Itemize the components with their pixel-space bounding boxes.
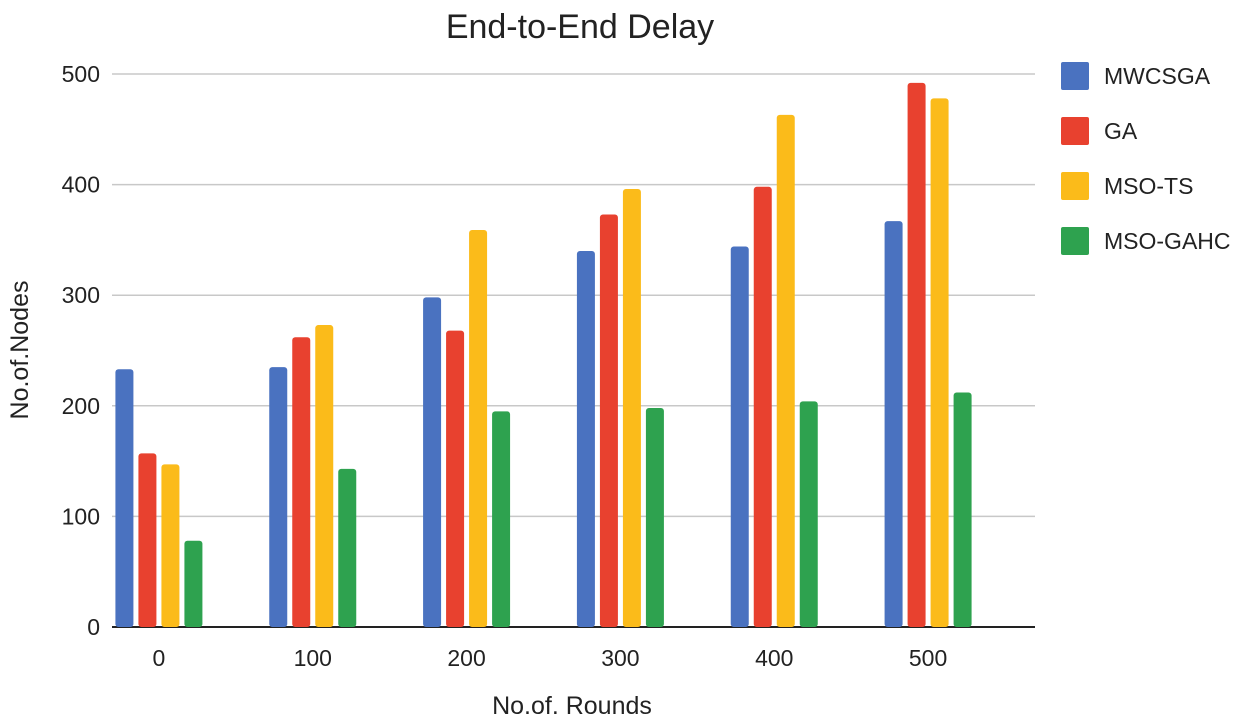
- y-tick-label: 500: [62, 61, 100, 87]
- y-tick-label: 200: [62, 393, 100, 419]
- bar-mwcsga-500: [884, 221, 903, 627]
- bar-ga-0: [138, 453, 157, 627]
- y-tick-label: 300: [62, 282, 100, 308]
- x-tick-label: 200: [447, 645, 485, 671]
- bar-mwcsga-0: [115, 369, 134, 627]
- y-tick-labels: 0 100 200 300 400 500: [62, 61, 100, 640]
- legend-swatch-mso-ts: [1061, 172, 1089, 200]
- legend-label-ga: GA: [1104, 118, 1138, 144]
- legend: MWCSGA GA MSO-TS MSO-GAHC: [1061, 62, 1231, 255]
- bar-mso-ts-500: [930, 98, 949, 627]
- bar-ga-200: [446, 330, 465, 627]
- x-tick-label: 0: [153, 645, 166, 671]
- bar-mwcsga-100: [269, 367, 288, 627]
- bar-mso-ts-300: [622, 189, 641, 628]
- y-tick-label: 0: [87, 614, 100, 640]
- x-tick-label: 500: [909, 645, 947, 671]
- x-tick-labels: 0 100 200 300 400 500: [153, 645, 948, 671]
- bar-mso-gahc-400: [799, 401, 818, 627]
- legend-swatch-ga: [1061, 117, 1089, 145]
- bar-mso-ts-200: [469, 229, 488, 628]
- legend-label-mwcsga: MWCSGA: [1104, 63, 1211, 89]
- y-axis-label: No.of.Nodes: [6, 281, 34, 420]
- legend-label-mso-ts: MSO-TS: [1104, 173, 1193, 199]
- legend-label-mso-gahc: MSO-GAHC: [1104, 228, 1231, 254]
- bar-mso-ts-0: [161, 464, 180, 627]
- gridlines: [112, 73, 1035, 628]
- bar-mso-ts-100: [315, 325, 334, 627]
- x-tick-label: 100: [294, 645, 332, 671]
- bar-mwcsga-300: [576, 250, 595, 627]
- bar-mwcsga-200: [423, 297, 442, 627]
- legend-swatch-mso-gahc: [1061, 227, 1089, 255]
- bar-mso-gahc-200: [492, 411, 511, 627]
- bar-ga-100: [292, 337, 311, 627]
- bar-mso-gahc-100: [338, 468, 357, 627]
- bar-ga-400: [753, 186, 772, 627]
- y-tick-label: 100: [62, 503, 100, 529]
- y-tick-label: 400: [62, 172, 100, 198]
- bar-mso-ts-400: [776, 114, 795, 627]
- bar-ga-300: [599, 214, 618, 627]
- x-tick-label: 300: [601, 645, 639, 671]
- x-tick-label: 400: [755, 645, 793, 671]
- bar-mso-gahc-500: [953, 392, 972, 627]
- chart-title: End-to-End Delay: [446, 8, 714, 46]
- bar-mwcsga-400: [730, 246, 749, 627]
- legend-swatch-mwcsga: [1061, 62, 1089, 90]
- bars: [115, 82, 972, 628]
- x-axis-label: No.of. Rounds: [492, 692, 652, 720]
- bar-ga-500: [907, 82, 926, 627]
- bar-mso-gahc-300: [645, 408, 664, 627]
- bar-mso-gahc-0: [184, 540, 203, 627]
